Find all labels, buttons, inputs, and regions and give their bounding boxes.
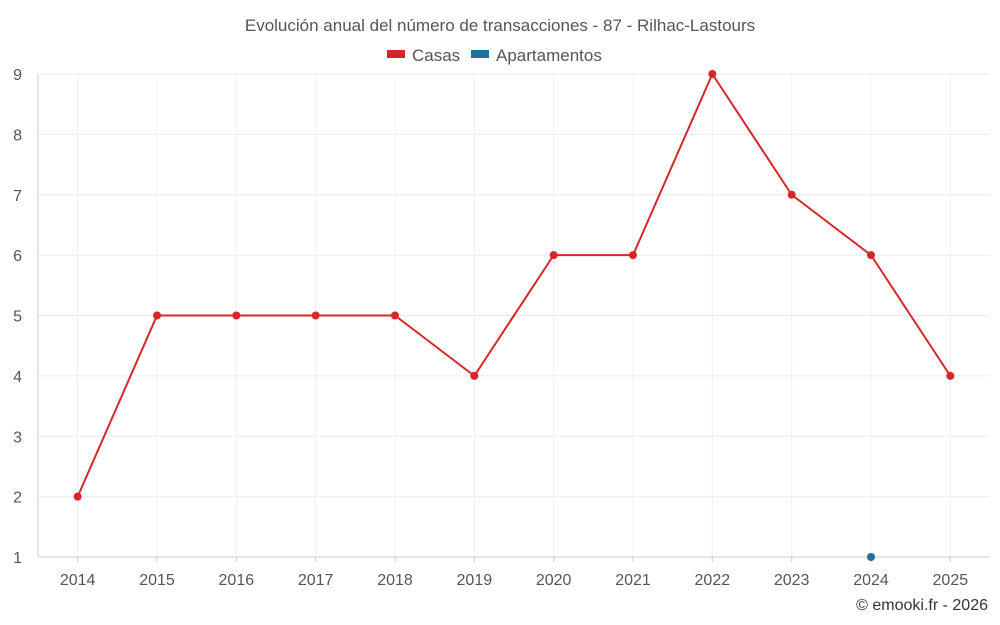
x-tick-label: 2022 [695,572,731,589]
y-tick-label: 9 [13,67,22,84]
data-point-casas[interactable] [153,311,161,320]
y-tick-label: 2 [13,490,22,507]
x-tick-label: 2017 [298,572,334,589]
y-tick-label: 6 [13,248,22,265]
y-tick-label: 4 [13,369,22,386]
series-line-casas [76,73,952,498]
legend: Casas Apartamentos [387,46,602,65]
credit-text: © emooki.fr - 2026 [856,597,988,614]
legend-label-apartamentos[interactable]: Apartamentos [496,46,602,65]
x-tick-label: 2021 [615,572,651,589]
axes: 1 2 3 4 5 6 7 8 9 2014 2015 2016 2017 2018 2019 2020 202… [13,67,990,589]
x-tick-label: 2020 [536,572,572,589]
data-point-casas[interactable] [470,371,479,380]
x-tick-label: 2025 [933,572,969,589]
data-point-casas[interactable] [867,251,875,260]
data-point-casas[interactable] [708,70,717,78]
data-point-casas[interactable] [629,251,637,260]
x-tick-label: 2016 [219,572,255,589]
data-point-casas[interactable] [73,492,82,501]
data-point-casas[interactable] [787,190,796,199]
x-tick-label: 2015 [139,572,175,589]
y-tick-label: 5 [13,309,22,326]
data-point-casas[interactable] [946,371,955,380]
data-point-casas[interactable] [311,311,320,320]
y-tick-label: 1 [13,550,22,567]
series-layer [73,70,955,561]
x-tick-label: 2019 [457,572,493,589]
legend-label-casas[interactable]: Casas [412,46,460,65]
legend-swatch-casas [387,50,405,58]
y-tick-label: 3 [13,429,22,446]
data-point-casas[interactable] [549,251,558,260]
x-tick-label: 2018 [377,572,413,589]
data-point-casas[interactable] [232,311,241,320]
y-tick-label: 8 [13,127,22,144]
data-point-apartamentos[interactable] [867,553,875,561]
data-point-casas[interactable] [391,311,399,320]
chart-title: Evolución anual del número de transaccio… [245,16,755,35]
x-tick-label: 2024 [853,572,889,589]
y-tick-label: 7 [13,188,22,205]
x-tick-label: 2014 [60,572,96,589]
legend-swatch-apartamentos [471,50,489,58]
x-tick-label: 2023 [774,572,810,589]
